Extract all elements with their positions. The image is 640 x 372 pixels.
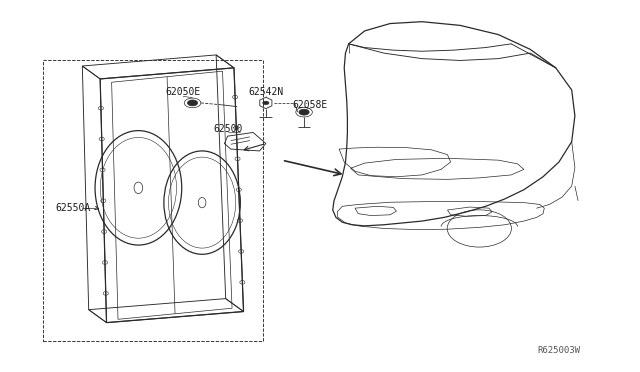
Bar: [43, 61, 262, 341]
Circle shape: [262, 101, 269, 105]
Text: 62550A: 62550A: [56, 203, 91, 213]
Text: 62500: 62500: [213, 124, 243, 134]
Circle shape: [188, 100, 198, 106]
Text: 62058E: 62058E: [293, 100, 328, 110]
Text: R625003W: R625003W: [538, 346, 580, 355]
Circle shape: [299, 109, 309, 115]
Text: 62050E: 62050E: [165, 87, 200, 97]
Text: 62542N: 62542N: [248, 87, 284, 97]
